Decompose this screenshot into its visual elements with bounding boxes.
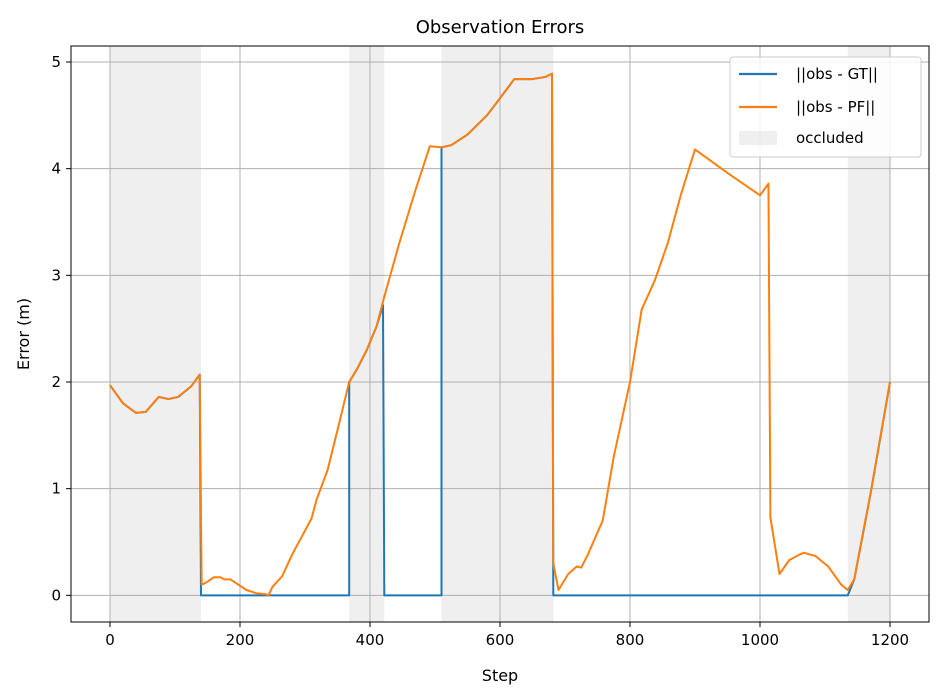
legend-label-pf: ||obs - PF||	[796, 98, 875, 116]
x-tick-label-1000: 1000	[741, 631, 779, 649]
y-axis-label: Error (m)	[14, 298, 33, 370]
x-tick-label-400: 400	[356, 631, 385, 649]
occluded-span-2	[441, 46, 554, 622]
occluded-span-1	[349, 46, 385, 622]
legend-label-occluded: occluded	[796, 129, 864, 147]
legend: ||obs - GT|| ||obs - PF|| occluded	[729, 56, 922, 158]
x-tick-label-0: 0	[105, 631, 115, 649]
y-tick-label-1: 1	[51, 480, 61, 498]
y-tick-label-0: 0	[51, 586, 61, 604]
axis-ticks: 0 200 400 600 800 1000 1200 0 1 2 3 4 5	[51, 53, 909, 649]
occluded-span-0	[110, 46, 201, 622]
occluded-regions	[110, 46, 890, 622]
x-tick-label-1200: 1200	[871, 631, 909, 649]
legend-swatch-occluded	[739, 131, 777, 145]
legend-box	[729, 56, 922, 158]
series-line-pf	[109, 72, 891, 597]
y-tick-label-5: 5	[51, 53, 61, 71]
series-lines	[109, 72, 891, 597]
y-tick-label-4: 4	[51, 160, 61, 178]
x-tick-label-600: 600	[486, 631, 515, 649]
y-tick-label-3: 3	[51, 266, 61, 284]
x-axis-label: Step	[482, 666, 518, 685]
legend-label-gt: ||obs - GT||	[796, 65, 878, 83]
chart-title: Observation Errors	[416, 17, 585, 38]
x-tick-label-200: 200	[226, 631, 255, 649]
y-tick-label-2: 2	[51, 373, 61, 391]
x-tick-label-800: 800	[616, 631, 645, 649]
